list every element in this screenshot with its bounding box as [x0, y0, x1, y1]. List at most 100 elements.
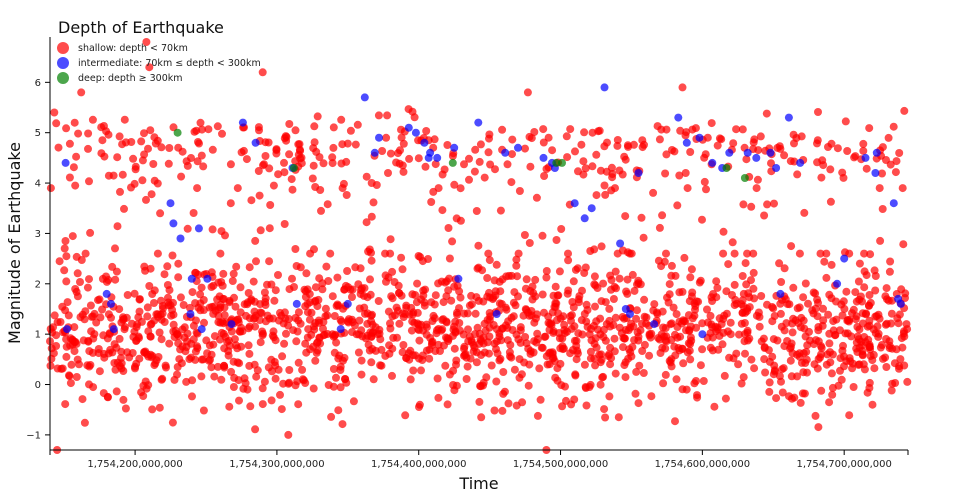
data-point-shallow [165, 339, 174, 348]
data-point-shallow [567, 316, 575, 325]
data-point-shallow [492, 345, 500, 354]
data-point-shallow [847, 332, 856, 341]
data-point-shallow [765, 378, 774, 387]
data-point-shallow [662, 150, 671, 159]
data-point-shallow [630, 286, 639, 295]
data-point-shallow [442, 292, 451, 301]
data-point-intermediate [725, 148, 734, 157]
data-point-shallow [574, 295, 583, 304]
data-point-shallow [191, 347, 200, 356]
data-point-shallow [265, 257, 274, 266]
data-point-shallow [332, 373, 340, 382]
data-point-shallow [827, 260, 836, 269]
data-point-intermediate [634, 169, 643, 177]
data-point-shallow [558, 345, 567, 354]
data-point-shallow [882, 363, 891, 371]
data-point-shallow [624, 326, 633, 335]
data-point-shallow [519, 311, 528, 320]
data-point-shallow [210, 302, 219, 311]
data-point-shallow [732, 125, 741, 134]
data-point-shallow [555, 334, 564, 343]
data-point-shallow [241, 379, 250, 388]
data-point-shallow [600, 405, 609, 414]
data-point-shallow [485, 288, 493, 297]
data-point-shallow [382, 133, 391, 142]
data-point-shallow [811, 289, 820, 298]
data-point-intermediate [187, 274, 196, 283]
data-point-shallow [658, 211, 667, 220]
data-point-shallow [487, 361, 496, 370]
data-point-shallow [388, 294, 397, 303]
data-point-shallow [855, 259, 864, 268]
data-point-shallow [299, 376, 308, 385]
data-point-shallow [515, 187, 524, 195]
data-point-intermediate [772, 164, 781, 172]
data-point-shallow [866, 250, 875, 259]
data-point-shallow [102, 272, 110, 281]
data-point-shallow [249, 314, 258, 323]
data-point-shallow [552, 236, 561, 244]
data-point-shallow [679, 359, 688, 368]
data-point-shallow [608, 173, 617, 182]
data-point-shallow [346, 126, 355, 135]
data-point-shallow [258, 400, 267, 409]
data-point-shallow [52, 331, 61, 340]
data-point-shallow [738, 272, 747, 280]
data-point-shallow [577, 140, 586, 149]
data-point-shallow [129, 154, 138, 163]
data-point-shallow [328, 159, 337, 168]
data-point-shallow [581, 164, 590, 173]
data-point-intermediate [292, 299, 301, 308]
data-point-shallow [368, 310, 376, 319]
data-point-shallow [63, 298, 72, 307]
data-point-shallow [103, 392, 112, 401]
data-point-shallow [351, 263, 360, 272]
data-point-shallow [525, 132, 534, 141]
data-point-shallow [470, 167, 479, 176]
data-point-shallow [813, 139, 821, 148]
data-point-shallow [220, 311, 229, 320]
data-point-shallow [582, 401, 591, 410]
data-point-shallow [780, 264, 789, 273]
y-tick: 3 [35, 229, 50, 240]
data-point-shallow [895, 362, 904, 371]
data-point-shallow [563, 153, 572, 162]
data-point-shallow [706, 311, 715, 320]
data-point-shallow [496, 206, 505, 215]
data-point-shallow [84, 336, 93, 345]
data-point-shallow [895, 310, 904, 319]
legend-entry-deep: deep: depth ≥ 300km [78, 73, 183, 84]
data-point-shallow [545, 326, 554, 334]
data-point-shallow [780, 342, 789, 351]
data-point-shallow [544, 312, 553, 321]
data-point-shallow [574, 329, 583, 338]
data-point-shallow [655, 335, 664, 344]
data-point-shallow [522, 275, 531, 284]
data-point-shallow [362, 218, 371, 227]
data-point-shallow [386, 249, 395, 258]
data-point-shallow [658, 343, 667, 352]
data-point-shallow [756, 132, 765, 141]
data-point-shallow [285, 285, 294, 294]
data-point-shallow [899, 240, 908, 249]
data-point-shallow [712, 277, 721, 286]
data-point-shallow [783, 300, 792, 309]
data-point-shallow [838, 311, 847, 320]
data-point-intermediate [872, 148, 881, 157]
data-point-shallow [115, 334, 124, 343]
data-point-shallow [443, 141, 452, 149]
data-point-shallow [822, 360, 831, 369]
data-point-shallow [571, 370, 580, 379]
data-point-shallow [749, 284, 758, 293]
data-point-shallow [492, 325, 501, 334]
data-point-shallow [634, 332, 643, 341]
data-point-shallow [607, 354, 616, 363]
data-point-shallow [856, 292, 865, 301]
data-point-shallow [817, 350, 826, 359]
data-point-shallow [545, 319, 554, 328]
legend-swatch-intermediate [57, 57, 69, 69]
data-point-shallow [341, 281, 350, 290]
data-point-shallow [749, 138, 758, 147]
data-point-shallow [885, 267, 894, 276]
data-point-shallow [99, 331, 108, 340]
